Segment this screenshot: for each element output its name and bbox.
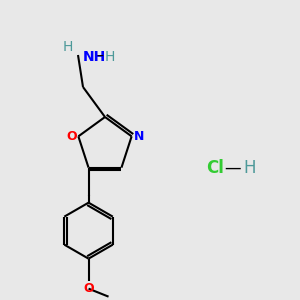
Text: O: O (66, 130, 77, 143)
Text: H: H (244, 159, 256, 177)
Text: N: N (134, 130, 144, 143)
Text: H: H (105, 50, 115, 64)
Text: Cl: Cl (206, 159, 224, 177)
Text: —: — (225, 159, 241, 177)
Text: O: O (83, 282, 94, 295)
Text: NH: NH (83, 50, 106, 64)
Text: H: H (63, 40, 73, 54)
Text: –: – (97, 50, 104, 64)
